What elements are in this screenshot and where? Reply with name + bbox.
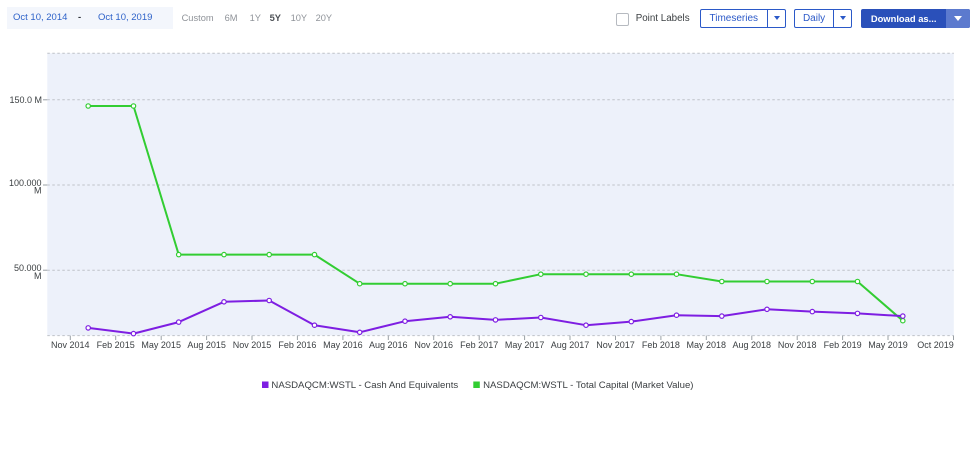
svg-text:Aug 2017: Aug 2017: [551, 340, 590, 350]
svg-text:NASDAQCM:WSTL - Cash And Equiv: NASDAQCM:WSTL - Cash And Equivalents: [271, 380, 458, 391]
svg-text:Nov 2018: Nov 2018: [778, 340, 817, 350]
svg-text:Nov 2015: Nov 2015: [233, 340, 272, 350]
svg-text:Oct 2019: Oct 2019: [917, 340, 954, 350]
svg-text:May 2019: May 2019: [868, 340, 908, 350]
svg-text:Aug 2018: Aug 2018: [733, 340, 772, 350]
svg-text:Feb 2017: Feb 2017: [460, 340, 498, 350]
svg-text:May 2016: May 2016: [323, 340, 363, 350]
svg-text:NASDAQCM:WSTL - Total Capital: NASDAQCM:WSTL - Total Capital (Market Va…: [483, 380, 693, 391]
svg-text:150.0 M: 150.0 M: [9, 95, 42, 105]
svg-text:May 2018: May 2018: [687, 340, 727, 350]
svg-text:Aug 2015: Aug 2015: [187, 340, 226, 350]
svg-text:Aug 2016: Aug 2016: [369, 340, 408, 350]
svg-text:May 2017: May 2017: [505, 340, 545, 350]
svg-text:Nov 2014: Nov 2014: [51, 340, 90, 350]
svg-text:Feb 2016: Feb 2016: [278, 340, 316, 350]
svg-text:50.000: 50.000: [14, 263, 42, 273]
svg-text:M: M: [34, 186, 42, 196]
svg-text:Nov 2016: Nov 2016: [414, 340, 453, 350]
svg-text:100.000: 100.000: [9, 178, 42, 188]
svg-text:May 2015: May 2015: [141, 340, 181, 350]
svg-text:Nov 2017: Nov 2017: [596, 340, 635, 350]
svg-text:Feb 2015: Feb 2015: [97, 340, 135, 350]
svg-text:Feb 2018: Feb 2018: [642, 340, 680, 350]
svg-text:Feb 2019: Feb 2019: [824, 340, 862, 350]
svg-text:M: M: [34, 271, 42, 281]
